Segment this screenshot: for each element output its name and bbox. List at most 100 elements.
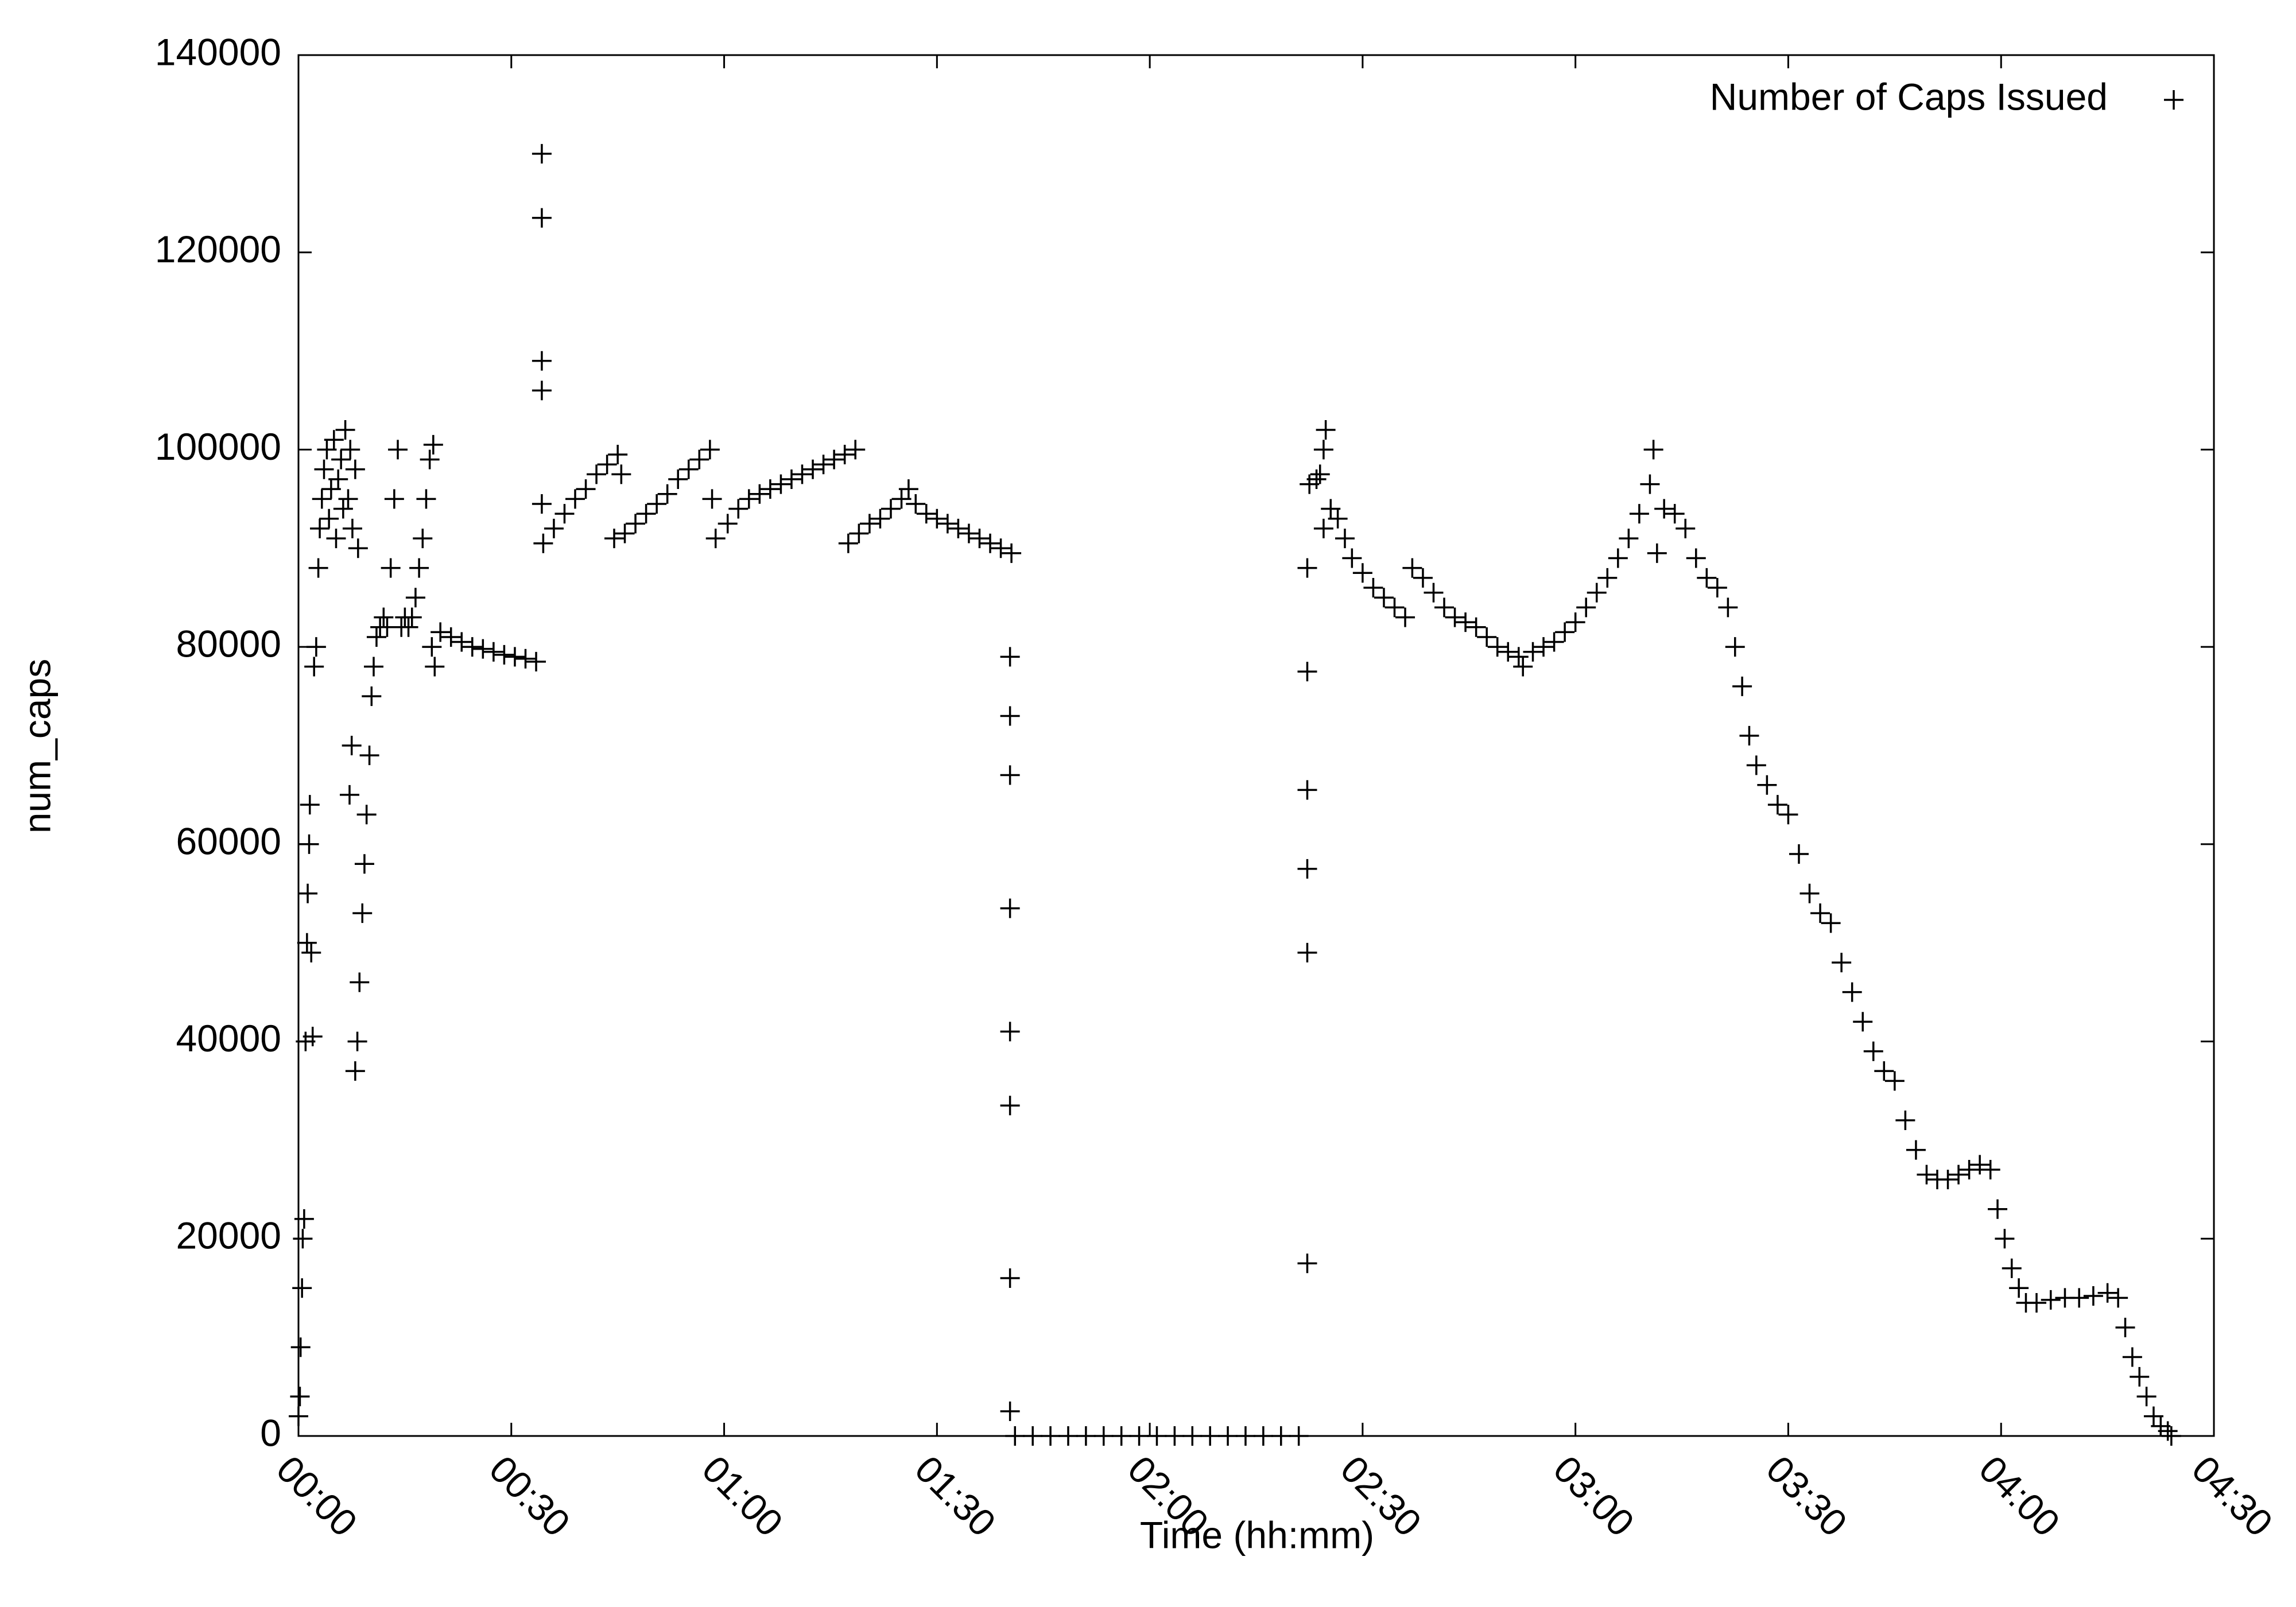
data-point bbox=[1005, 1426, 1025, 1446]
data-point bbox=[1640, 474, 1660, 494]
data-point bbox=[515, 649, 536, 669]
data-point bbox=[420, 449, 440, 469]
data-point bbox=[1111, 1426, 1131, 1446]
data-point bbox=[473, 639, 493, 659]
data-point bbox=[891, 489, 912, 509]
data-point bbox=[1477, 627, 1497, 647]
data-point bbox=[1321, 499, 1341, 519]
data-point bbox=[1271, 1426, 1291, 1446]
data-point bbox=[959, 523, 979, 544]
data-point bbox=[760, 479, 780, 499]
data-point bbox=[1374, 588, 1394, 608]
data-point bbox=[1555, 622, 1575, 642]
data-point bbox=[1874, 1061, 1894, 1081]
data-point bbox=[2027, 1292, 2047, 1313]
data-point bbox=[308, 558, 328, 578]
data-point bbox=[409, 558, 429, 578]
data-point bbox=[2158, 1421, 2178, 1441]
data-point bbox=[771, 474, 791, 494]
data-point bbox=[678, 459, 699, 479]
data-point bbox=[1165, 1426, 1185, 1446]
data-point bbox=[1778, 805, 1798, 825]
data-point bbox=[342, 518, 362, 538]
data-point bbox=[425, 657, 445, 677]
data-point bbox=[532, 494, 552, 514]
data-point bbox=[290, 1387, 310, 1407]
data-point bbox=[626, 514, 646, 534]
data-point bbox=[1000, 706, 1020, 726]
data-point bbox=[576, 479, 596, 499]
data-point bbox=[1235, 1426, 1255, 1446]
data-point bbox=[1352, 563, 1372, 583]
data-point bbox=[1576, 597, 1596, 618]
data-point bbox=[1487, 637, 1507, 657]
data-point bbox=[1328, 509, 1348, 529]
data-point bbox=[304, 657, 324, 677]
data-point bbox=[1395, 607, 1415, 627]
data-point bbox=[611, 464, 631, 484]
data-point bbox=[1732, 676, 1752, 696]
y-tick-label: 120000 bbox=[155, 228, 281, 270]
data-point bbox=[597, 455, 617, 475]
data-point bbox=[299, 834, 319, 854]
data-point bbox=[331, 449, 351, 469]
data-point bbox=[2002, 1258, 2022, 1278]
data-point bbox=[1297, 859, 1317, 879]
data-point bbox=[705, 529, 726, 549]
data-point bbox=[937, 514, 957, 534]
data-point bbox=[1959, 1159, 1979, 1179]
data-point bbox=[898, 479, 918, 499]
data-point bbox=[384, 489, 404, 509]
data-point bbox=[494, 645, 514, 665]
data-point bbox=[2122, 1347, 2142, 1367]
data-point bbox=[813, 455, 833, 475]
data-point bbox=[1643, 440, 1663, 460]
data-point bbox=[668, 469, 688, 489]
data-point bbox=[1000, 765, 1020, 785]
data-point bbox=[1289, 1426, 1309, 1446]
data-point bbox=[430, 622, 451, 642]
data-point bbox=[657, 484, 677, 504]
data-point bbox=[441, 627, 461, 647]
data-point bbox=[1253, 1426, 1273, 1446]
y-tick-label: 40000 bbox=[176, 1017, 281, 1059]
data-point bbox=[413, 529, 433, 549]
data-point bbox=[1821, 913, 1841, 933]
data-point bbox=[402, 607, 422, 627]
data-point bbox=[1534, 637, 1554, 657]
legend-marker bbox=[2164, 90, 2183, 110]
data-point bbox=[1884, 1071, 1905, 1091]
data-point bbox=[948, 518, 968, 538]
data-point bbox=[1316, 420, 1336, 440]
data-point bbox=[298, 883, 318, 903]
data-point bbox=[2108, 1288, 2128, 1308]
data-point bbox=[608, 445, 628, 465]
data-point bbox=[803, 459, 823, 479]
data-point bbox=[824, 449, 844, 469]
data-point bbox=[306, 637, 326, 657]
data-point bbox=[326, 529, 346, 549]
data-point bbox=[339, 785, 359, 805]
data-point bbox=[1313, 440, 1333, 460]
data-point bbox=[2143, 1406, 2163, 1426]
y-tick-label: 20000 bbox=[176, 1214, 281, 1257]
data-point bbox=[321, 479, 341, 499]
data-point bbox=[350, 972, 370, 992]
data-point bbox=[314, 459, 334, 479]
data-point bbox=[347, 1031, 367, 1051]
data-point bbox=[292, 1278, 312, 1298]
data-point bbox=[348, 538, 368, 558]
data-point bbox=[317, 440, 337, 460]
y-axis-label: num_caps bbox=[15, 659, 58, 834]
data-point bbox=[1995, 1229, 2015, 1249]
data-point bbox=[2097, 1283, 2117, 1303]
data-point bbox=[1676, 518, 1696, 538]
data-point bbox=[587, 464, 607, 484]
data-point bbox=[1297, 1253, 1317, 1274]
data-point bbox=[1456, 612, 1476, 632]
data-point bbox=[927, 509, 947, 529]
data-point bbox=[1000, 1022, 1020, 1042]
data-point bbox=[969, 529, 990, 549]
data-point bbox=[310, 518, 330, 538]
